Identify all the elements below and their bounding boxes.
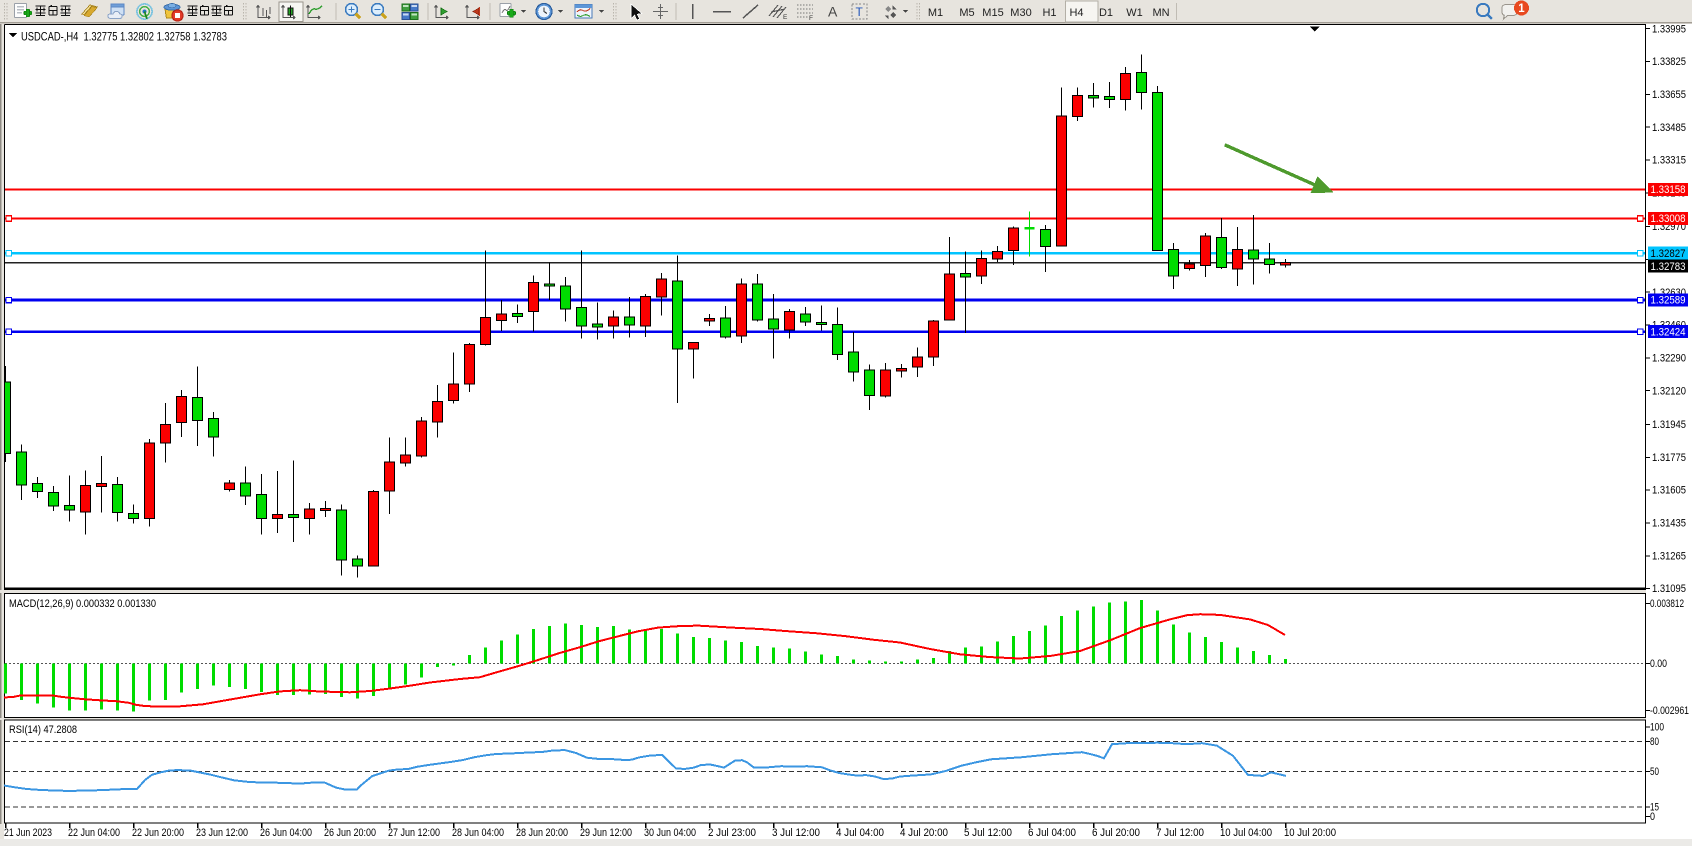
svg-text:-0.002961: -0.002961 xyxy=(1650,705,1689,717)
svg-text:1.32290: 1.32290 xyxy=(1652,353,1686,365)
svg-text:23 Jun 12:00: 23 Jun 12:00 xyxy=(196,827,248,839)
svg-text:21 Jun 2023: 21 Jun 2023 xyxy=(4,827,52,839)
svg-text:1.31435: 1.31435 xyxy=(1652,518,1686,530)
svg-text:D1: D1 xyxy=(1099,7,1113,19)
svg-text:1.33825: 1.33825 xyxy=(1652,56,1686,68)
svg-text:0.003812: 0.003812 xyxy=(1650,598,1684,610)
svg-text:1.31095: 1.31095 xyxy=(1652,583,1686,595)
svg-text:W1: W1 xyxy=(1126,7,1143,19)
svg-text:RSI(14) 47.2808: RSI(14) 47.2808 xyxy=(9,724,77,736)
svg-text:M1: M1 xyxy=(928,7,943,19)
svg-text:1.32120: 1.32120 xyxy=(1652,385,1686,397)
svg-text:H4: H4 xyxy=(1069,7,1083,19)
svg-text:MACD(12,26,9) 0.000332 0.00133: MACD(12,26,9) 0.000332 0.001330 xyxy=(9,598,156,610)
svg-text:0.00: 0.00 xyxy=(1650,658,1667,670)
svg-text:1.31605: 1.31605 xyxy=(1652,485,1686,497)
svg-text:22 Jun 20:00: 22 Jun 20:00 xyxy=(132,827,184,839)
svg-text:26 Jun 04:00: 26 Jun 04:00 xyxy=(260,827,312,839)
svg-text:28 Jun 04:00: 28 Jun 04:00 xyxy=(452,827,504,839)
svg-text:10 Jul 20:00: 10 Jul 20:00 xyxy=(1284,827,1336,839)
svg-text:100: 100 xyxy=(1650,722,1664,734)
svg-text:28 Jun 20:00: 28 Jun 20:00 xyxy=(516,827,568,839)
svg-text:1.33485: 1.33485 xyxy=(1652,122,1686,134)
svg-text:4 Jul 04:00: 4 Jul 04:00 xyxy=(836,827,884,839)
svg-text:1.31945: 1.31945 xyxy=(1652,419,1686,431)
svg-text:USDCAD-,H4 1.32775 1.32802 1.: USDCAD-,H4 1.32775 1.32802 1.32758 1.327… xyxy=(21,30,227,44)
svg-text:80: 80 xyxy=(1650,736,1659,748)
svg-text:MN: MN xyxy=(1152,7,1169,19)
svg-text:E: E xyxy=(783,14,788,21)
svg-text:2 Jul 23:00: 2 Jul 23:00 xyxy=(708,827,756,839)
svg-text:15: 15 xyxy=(1650,802,1659,814)
svg-text:10 Jul 04:00: 10 Jul 04:00 xyxy=(1220,827,1272,839)
svg-text:M30: M30 xyxy=(1010,7,1031,19)
svg-text:1.32424: 1.32424 xyxy=(1651,326,1686,338)
svg-text:6 Jul 04:00: 6 Jul 04:00 xyxy=(1028,827,1076,839)
svg-text:1.32589: 1.32589 xyxy=(1651,295,1686,307)
svg-text:29 Jun 12:00: 29 Jun 12:00 xyxy=(580,827,632,839)
svg-text:50: 50 xyxy=(1650,766,1659,778)
svg-text:7 Jul 12:00: 7 Jul 12:00 xyxy=(1156,827,1204,839)
svg-text:0: 0 xyxy=(1650,811,1655,823)
svg-text:M15: M15 xyxy=(982,7,1003,19)
svg-text:1.31265: 1.31265 xyxy=(1652,550,1686,562)
svg-text:1.33655: 1.33655 xyxy=(1652,89,1686,101)
svg-text:1.33995: 1.33995 xyxy=(1652,23,1686,35)
svg-text:5 Jul 12:00: 5 Jul 12:00 xyxy=(964,827,1012,839)
svg-text:1.33158: 1.33158 xyxy=(1651,184,1686,196)
svg-text:3 Jul 12:00: 3 Jul 12:00 xyxy=(772,827,820,839)
svg-text:1.32783: 1.32783 xyxy=(1651,261,1686,273)
svg-text:1.33315: 1.33315 xyxy=(1652,155,1686,167)
svg-text:A: A xyxy=(828,4,838,20)
svg-text:T: T xyxy=(856,5,864,19)
svg-text:F: F xyxy=(809,15,813,22)
svg-text:22 Jun 04:00: 22 Jun 04:00 xyxy=(68,827,120,839)
svg-text:1.33008: 1.33008 xyxy=(1651,213,1686,225)
svg-text:30 Jun 04:00: 30 Jun 04:00 xyxy=(644,827,696,839)
svg-text:6 Jul 20:00: 6 Jul 20:00 xyxy=(1092,827,1140,839)
svg-text:H1: H1 xyxy=(1042,7,1056,19)
svg-text:1.32827: 1.32827 xyxy=(1651,248,1686,260)
svg-text:M5: M5 xyxy=(959,7,974,19)
svg-text:1: 1 xyxy=(1518,3,1525,15)
svg-text:26 Jun 20:00: 26 Jun 20:00 xyxy=(324,827,376,839)
svg-text:4 Jul 20:00: 4 Jul 20:00 xyxy=(900,827,948,839)
svg-text:27 Jun 12:00: 27 Jun 12:00 xyxy=(388,827,440,839)
svg-text:1.31775: 1.31775 xyxy=(1652,452,1686,464)
